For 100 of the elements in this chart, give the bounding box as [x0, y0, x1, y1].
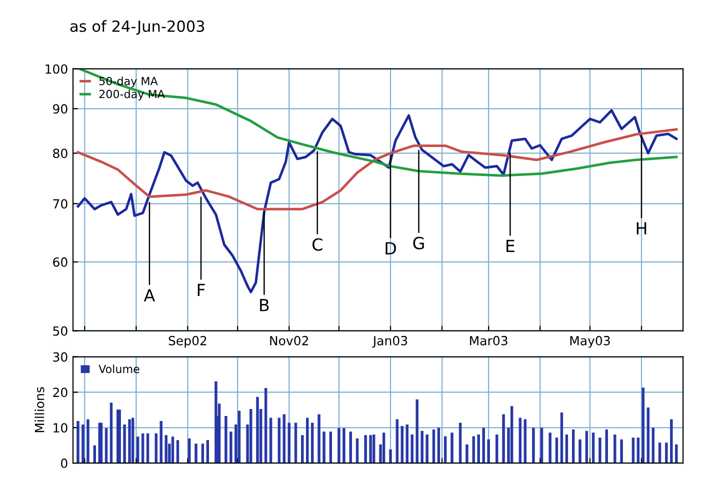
bar: [230, 432, 232, 464]
x-tick-label: Sep02: [168, 336, 206, 348]
y-tick-label: 50: [53, 326, 68, 336]
bar: [389, 449, 392, 464]
y-tick-label: 90: [53, 104, 68, 114]
bar: [136, 436, 140, 464]
bar: [104, 428, 108, 464]
y-tick-label: 30: [53, 352, 68, 362]
bar: [76, 420, 80, 464]
bar: [364, 435, 367, 464]
bar: [432, 429, 436, 464]
bar: [502, 414, 505, 464]
bar: [282, 414, 286, 464]
bar: [437, 428, 440, 464]
bar: [458, 422, 462, 464]
bar: [278, 418, 280, 464]
bar: [416, 399, 418, 464]
bar: [306, 418, 309, 464]
y-tick-label: 80: [53, 148, 68, 158]
bar: [665, 442, 668, 464]
bar: [614, 434, 616, 464]
annotation: D: [386, 242, 396, 254]
bar: [188, 438, 191, 464]
bar: [426, 434, 428, 464]
bar: [592, 432, 595, 464]
bar: [510, 406, 514, 464]
line-series: [78, 68, 678, 177]
bar: [658, 442, 662, 464]
bar: [548, 432, 552, 464]
bar: [400, 426, 404, 464]
bar: [675, 444, 678, 464]
bar: [369, 435, 372, 464]
bar: [294, 422, 298, 464]
bar: [311, 422, 314, 464]
bar: [382, 432, 386, 464]
y-tick-label: 20: [53, 388, 68, 398]
bar: [256, 396, 259, 464]
bar: [646, 408, 650, 464]
y-tick-label: 60: [53, 257, 68, 267]
bar: [585, 430, 588, 464]
annotation: E: [506, 240, 514, 252]
bar: [86, 419, 90, 464]
bar: [532, 428, 535, 464]
bar: [288, 422, 290, 464]
bar: [131, 418, 134, 464]
bar: [642, 388, 645, 464]
bar: [540, 428, 544, 464]
bar: [128, 419, 131, 464]
bar: [349, 432, 352, 464]
annotation: A: [144, 289, 156, 302]
bar: [555, 438, 558, 464]
bar: [160, 420, 162, 464]
y-tick-label: 70: [53, 199, 68, 209]
y-tick-label: 10: [54, 423, 68, 433]
bar: [238, 410, 241, 464]
bar: [342, 428, 346, 464]
bar: [496, 434, 498, 464]
bar: [154, 433, 158, 464]
bar: [269, 418, 272, 464]
bar: [206, 440, 210, 464]
y-axis-title: Millions: [34, 387, 44, 432]
bar: [141, 433, 144, 464]
x-tick-label: Nov02: [270, 336, 308, 346]
bar: [450, 432, 454, 464]
legend-label: Volume: [98, 364, 140, 374]
annotation: C: [312, 238, 322, 251]
annotation: B: [260, 299, 269, 312]
bar: [176, 440, 180, 464]
bar: [518, 418, 522, 464]
bar: [560, 412, 564, 464]
bar: [146, 433, 150, 464]
bar: [466, 444, 468, 464]
annotation: F: [198, 284, 205, 296]
bar: [652, 428, 654, 464]
bar: [301, 435, 304, 464]
bar: [164, 435, 168, 464]
bar: [477, 434, 480, 464]
bar: [264, 388, 268, 464]
bar: [472, 436, 475, 464]
bar: [318, 414, 320, 464]
chart-title: as of 24-Jun-2003: [70, 20, 204, 35]
bar: [410, 434, 414, 464]
bar: [396, 419, 399, 464]
bar: [572, 429, 575, 464]
y-tick-label: 0: [61, 458, 68, 468]
y-tick-label: 100: [46, 64, 68, 74]
bar: [250, 408, 252, 464]
bar: [605, 429, 608, 464]
bar: [82, 424, 84, 464]
bar: [110, 402, 113, 464]
bar: [194, 444, 198, 464]
x-tick-label: Mar03: [470, 336, 508, 346]
bar: [670, 419, 673, 464]
bar: [487, 439, 490, 464]
bar: [338, 428, 340, 464]
x-tick-label: Jan03: [372, 336, 408, 348]
x-tick-label: May03: [570, 336, 610, 348]
bar: [444, 436, 447, 464]
bar: [372, 434, 376, 464]
bar: [356, 438, 359, 464]
